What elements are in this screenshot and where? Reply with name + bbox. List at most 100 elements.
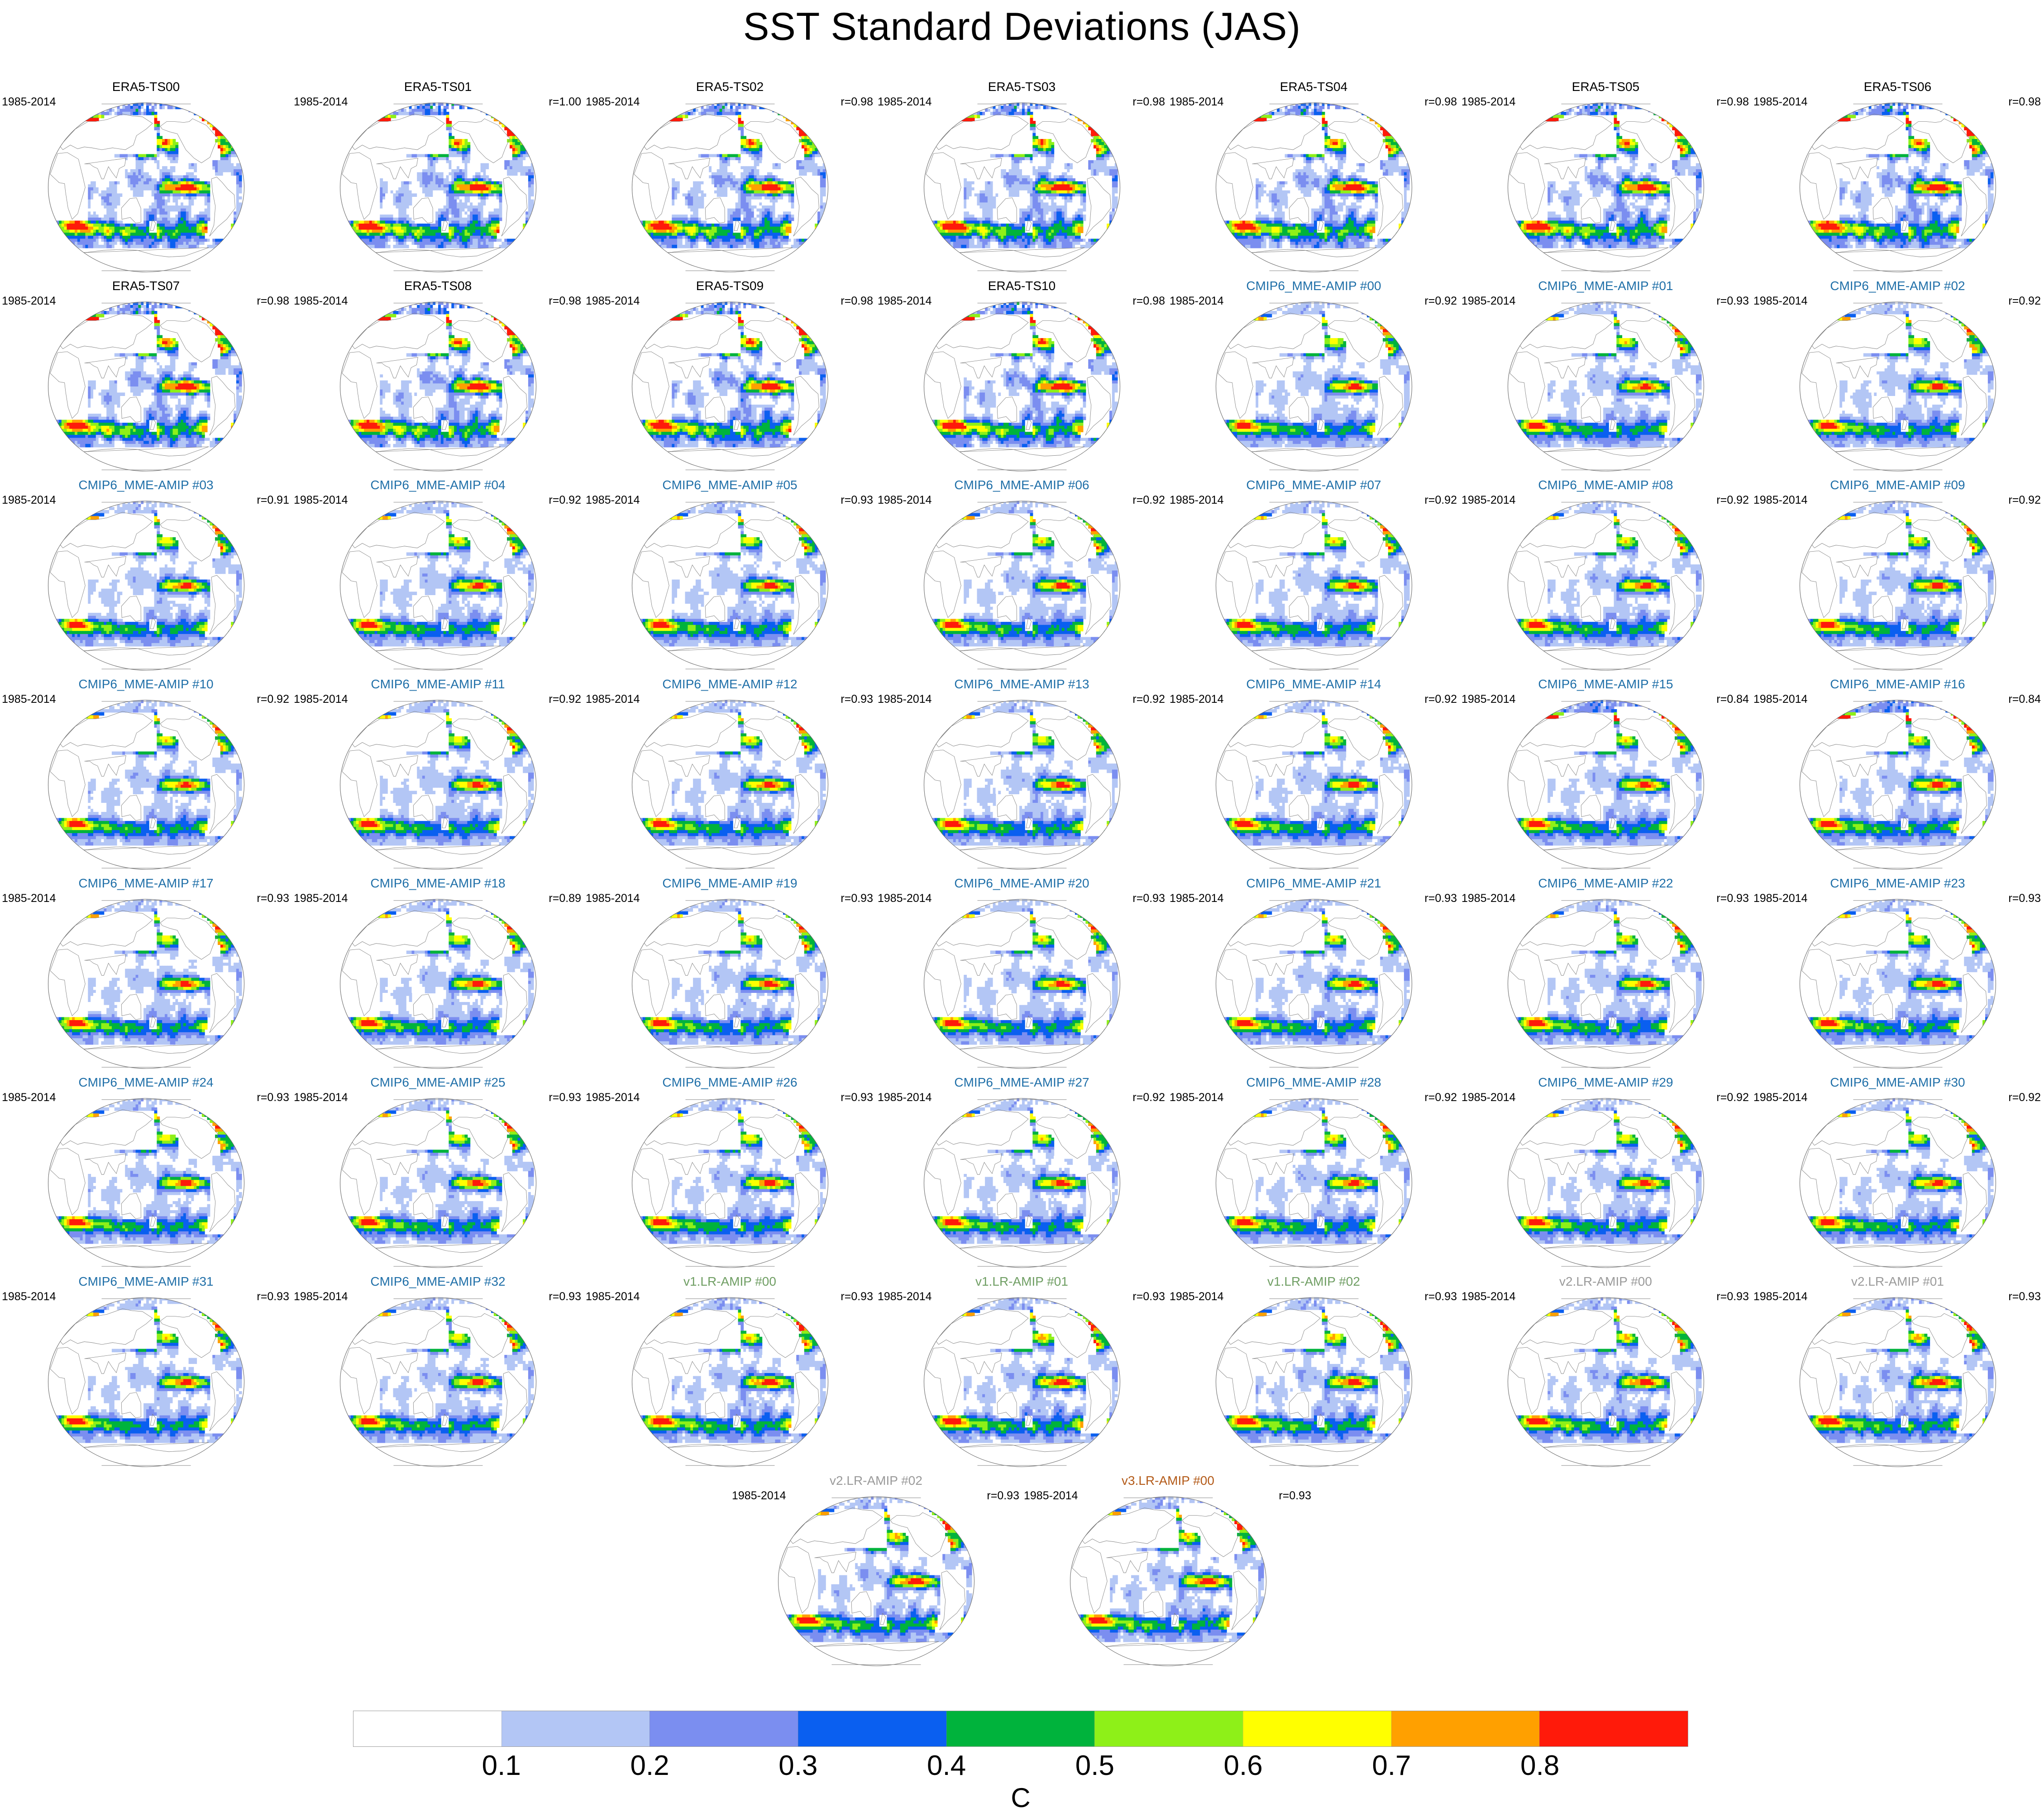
map-panel[interactable]: CMIP6_MME-AMIP #04 1985-2014 r=0.92 xyxy=(292,477,584,677)
map-panel[interactable]: CMIP6_MME-AMIP #29 1985-2014 r=0.92 xyxy=(1460,1075,1752,1274)
map-panel[interactable]: v1.LR-AMIP #00 1985-2014 r=0.93 xyxy=(584,1274,876,1473)
map-panel[interactable]: CMIP6_MME-AMIP #02 1985-2014 r=0.92 xyxy=(1752,278,2044,477)
map-panel[interactable]: CMIP6_MME-AMIP #30 1985-2014 r=0.92 xyxy=(1752,1075,2044,1274)
map-panel[interactable]: CMIP6_MME-AMIP #32 1985-2014 r=0.93 xyxy=(292,1274,584,1473)
map-panel[interactable]: ERA5-TS00 1985-2014 xyxy=(0,79,292,278)
map-panel[interactable]: v1.LR-AMIP #01 1985-2014 r=0.93 xyxy=(876,1274,1168,1473)
sst-std-map[interactable] xyxy=(1213,1095,1414,1271)
sst-std-map[interactable] xyxy=(1505,497,1706,674)
sst-std-map[interactable] xyxy=(1797,896,1998,1072)
sst-std-map[interactable] xyxy=(921,497,1122,674)
sst-std-map[interactable] xyxy=(45,1294,247,1470)
map-panel[interactable]: CMIP6_MME-AMIP #13 1985-2014 r=0.92 xyxy=(876,677,1168,876)
sst-std-map[interactable] xyxy=(629,696,831,873)
sst-std-map[interactable] xyxy=(337,497,539,674)
sst-std-map[interactable] xyxy=(337,99,539,276)
sst-std-map[interactable] xyxy=(337,298,539,475)
sst-std-map[interactable] xyxy=(1505,696,1706,873)
map-panel[interactable]: CMIP6_MME-AMIP #06 1985-2014 r=0.92 xyxy=(876,477,1168,677)
map-panel[interactable]: CMIP6_MME-AMIP #11 1985-2014 r=0.92 xyxy=(292,677,584,876)
sst-std-map[interactable] xyxy=(1797,497,1998,674)
sst-std-map[interactable] xyxy=(1797,1095,1998,1271)
sst-std-map[interactable] xyxy=(1797,1294,1998,1470)
map-panel[interactable]: CMIP6_MME-AMIP #21 1985-2014 r=0.93 xyxy=(1168,876,1460,1075)
map-panel[interactable]: ERA5-TS07 1985-2014 r=0.98 xyxy=(0,278,292,477)
sst-std-map[interactable] xyxy=(1505,99,1706,276)
sst-std-map[interactable] xyxy=(775,1493,977,1669)
sst-std-map[interactable] xyxy=(1797,99,1998,276)
sst-std-map[interactable] xyxy=(337,696,539,873)
map-panel[interactable]: CMIP6_MME-AMIP #28 1985-2014 r=0.92 xyxy=(1168,1075,1460,1274)
sst-std-map[interactable] xyxy=(921,1095,1122,1271)
sst-std-map[interactable] xyxy=(1213,497,1414,674)
map-panel[interactable]: CMIP6_MME-AMIP #03 1985-2014 r=0.91 xyxy=(0,477,292,677)
sst-std-map[interactable] xyxy=(1505,896,1706,1072)
map-panel[interactable]: CMIP6_MME-AMIP #19 1985-2014 r=0.93 xyxy=(584,876,876,1075)
sst-std-map[interactable] xyxy=(921,298,1122,475)
sst-std-map[interactable] xyxy=(45,696,247,873)
sst-std-map[interactable] xyxy=(629,896,831,1072)
sst-std-map[interactable] xyxy=(45,99,247,276)
map-panel[interactable]: v2.LR-AMIP #00 1985-2014 r=0.93 xyxy=(1460,1274,1752,1473)
sst-std-map[interactable] xyxy=(1505,298,1706,475)
map-panel[interactable]: ERA5-TS10 1985-2014 r=0.98 xyxy=(876,278,1168,477)
sst-std-map[interactable] xyxy=(629,1294,831,1470)
map-panel[interactable]: ERA5-TS09 1985-2014 r=0.98 xyxy=(584,278,876,477)
sst-std-map[interactable] xyxy=(1213,696,1414,873)
sst-std-map[interactable] xyxy=(629,1095,831,1271)
sst-std-map[interactable] xyxy=(337,1095,539,1271)
map-panel[interactable]: CMIP6_MME-AMIP #24 1985-2014 r=0.93 xyxy=(0,1075,292,1274)
map-panel[interactable]: ERA5-TS05 1985-2014 r=0.98 xyxy=(1460,79,1752,278)
sst-std-map[interactable] xyxy=(1505,1294,1706,1470)
map-panel[interactable]: v2.LR-AMIP #01 1985-2014 r=0.93 xyxy=(1752,1274,2044,1473)
map-panel[interactable]: CMIP6_MME-AMIP #31 1985-2014 r=0.93 xyxy=(0,1274,292,1473)
map-panel[interactable]: CMIP6_MME-AMIP #26 1985-2014 r=0.93 xyxy=(584,1075,876,1274)
map-panel[interactable]: CMIP6_MME-AMIP #22 1985-2014 r=0.93 xyxy=(1460,876,1752,1075)
sst-std-map[interactable] xyxy=(921,1294,1122,1470)
map-panel[interactable]: CMIP6_MME-AMIP #17 1985-2014 r=0.93 xyxy=(0,876,292,1075)
map-panel[interactable]: ERA5-TS02 1985-2014 r=0.98 xyxy=(584,79,876,278)
map-panel[interactable]: ERA5-TS06 1985-2014 r=0.98 xyxy=(1752,79,2044,278)
sst-std-map[interactable] xyxy=(1213,99,1414,276)
sst-std-map[interactable] xyxy=(45,896,247,1072)
map-panel[interactable]: ERA5-TS01 1985-2014 r=1.00 xyxy=(292,79,584,278)
map-panel[interactable]: v2.LR-AMIP #02 1985-2014 r=0.93 xyxy=(730,1473,1022,1672)
map-panel[interactable]: CMIP6_MME-AMIP #14 1985-2014 r=0.92 xyxy=(1168,677,1460,876)
sst-std-map[interactable] xyxy=(337,1294,539,1470)
sst-std-map[interactable] xyxy=(921,696,1122,873)
sst-std-map[interactable] xyxy=(629,298,831,475)
map-panel[interactable]: CMIP6_MME-AMIP #09 1985-2014 r=0.92 xyxy=(1752,477,2044,677)
map-panel[interactable]: CMIP6_MME-AMIP #08 1985-2014 r=0.92 xyxy=(1460,477,1752,677)
map-panel[interactable]: v3.LR-AMIP #00 1985-2014 r=0.93 xyxy=(1022,1473,1314,1672)
map-panel[interactable]: CMIP6_MME-AMIP #00 1985-2014 r=0.92 xyxy=(1168,278,1460,477)
sst-std-map[interactable] xyxy=(921,896,1122,1072)
map-panel[interactable]: CMIP6_MME-AMIP #12 1985-2014 r=0.93 xyxy=(584,677,876,876)
map-panel[interactable]: CMIP6_MME-AMIP #15 1985-2014 r=0.84 xyxy=(1460,677,1752,876)
map-panel[interactable]: CMIP6_MME-AMIP #25 1985-2014 r=0.93 xyxy=(292,1075,584,1274)
map-panel[interactable]: ERA5-TS03 1985-2014 r=0.98 xyxy=(876,79,1168,278)
map-panel[interactable]: v1.LR-AMIP #02 1985-2014 r=0.93 xyxy=(1168,1274,1460,1473)
sst-std-map[interactable] xyxy=(1797,696,1998,873)
map-panel[interactable]: ERA5-TS04 1985-2014 r=0.98 xyxy=(1168,79,1460,278)
sst-std-map[interactable] xyxy=(1213,1294,1414,1470)
map-panel[interactable]: CMIP6_MME-AMIP #05 1985-2014 r=0.93 xyxy=(584,477,876,677)
sst-std-map[interactable] xyxy=(1505,1095,1706,1271)
sst-std-map[interactable] xyxy=(337,896,539,1072)
sst-std-map[interactable] xyxy=(921,99,1122,276)
map-panel[interactable]: CMIP6_MME-AMIP #27 1985-2014 r=0.92 xyxy=(876,1075,1168,1274)
sst-std-map[interactable] xyxy=(45,298,247,475)
sst-std-map[interactable] xyxy=(629,99,831,276)
sst-std-map[interactable] xyxy=(1213,298,1414,475)
sst-std-map[interactable] xyxy=(1213,896,1414,1072)
map-panel[interactable]: CMIP6_MME-AMIP #01 1985-2014 r=0.93 xyxy=(1460,278,1752,477)
map-panel[interactable]: CMIP6_MME-AMIP #16 1985-2014 r=0.84 xyxy=(1752,677,2044,876)
map-panel[interactable]: CMIP6_MME-AMIP #07 1985-2014 r=0.92 xyxy=(1168,477,1460,677)
map-panel[interactable]: CMIP6_MME-AMIP #20 1985-2014 r=0.93 xyxy=(876,876,1168,1075)
map-panel[interactable]: ERA5-TS08 1985-2014 r=0.98 xyxy=(292,278,584,477)
map-panel[interactable]: CMIP6_MME-AMIP #18 1985-2014 r=0.89 xyxy=(292,876,584,1075)
map-panel[interactable]: CMIP6_MME-AMIP #10 1985-2014 r=0.92 xyxy=(0,677,292,876)
sst-std-map[interactable] xyxy=(629,497,831,674)
sst-std-map[interactable] xyxy=(1067,1493,1269,1669)
map-panel[interactable]: CMIP6_MME-AMIP #23 1985-2014 r=0.93 xyxy=(1752,876,2044,1075)
sst-std-map[interactable] xyxy=(45,1095,247,1271)
